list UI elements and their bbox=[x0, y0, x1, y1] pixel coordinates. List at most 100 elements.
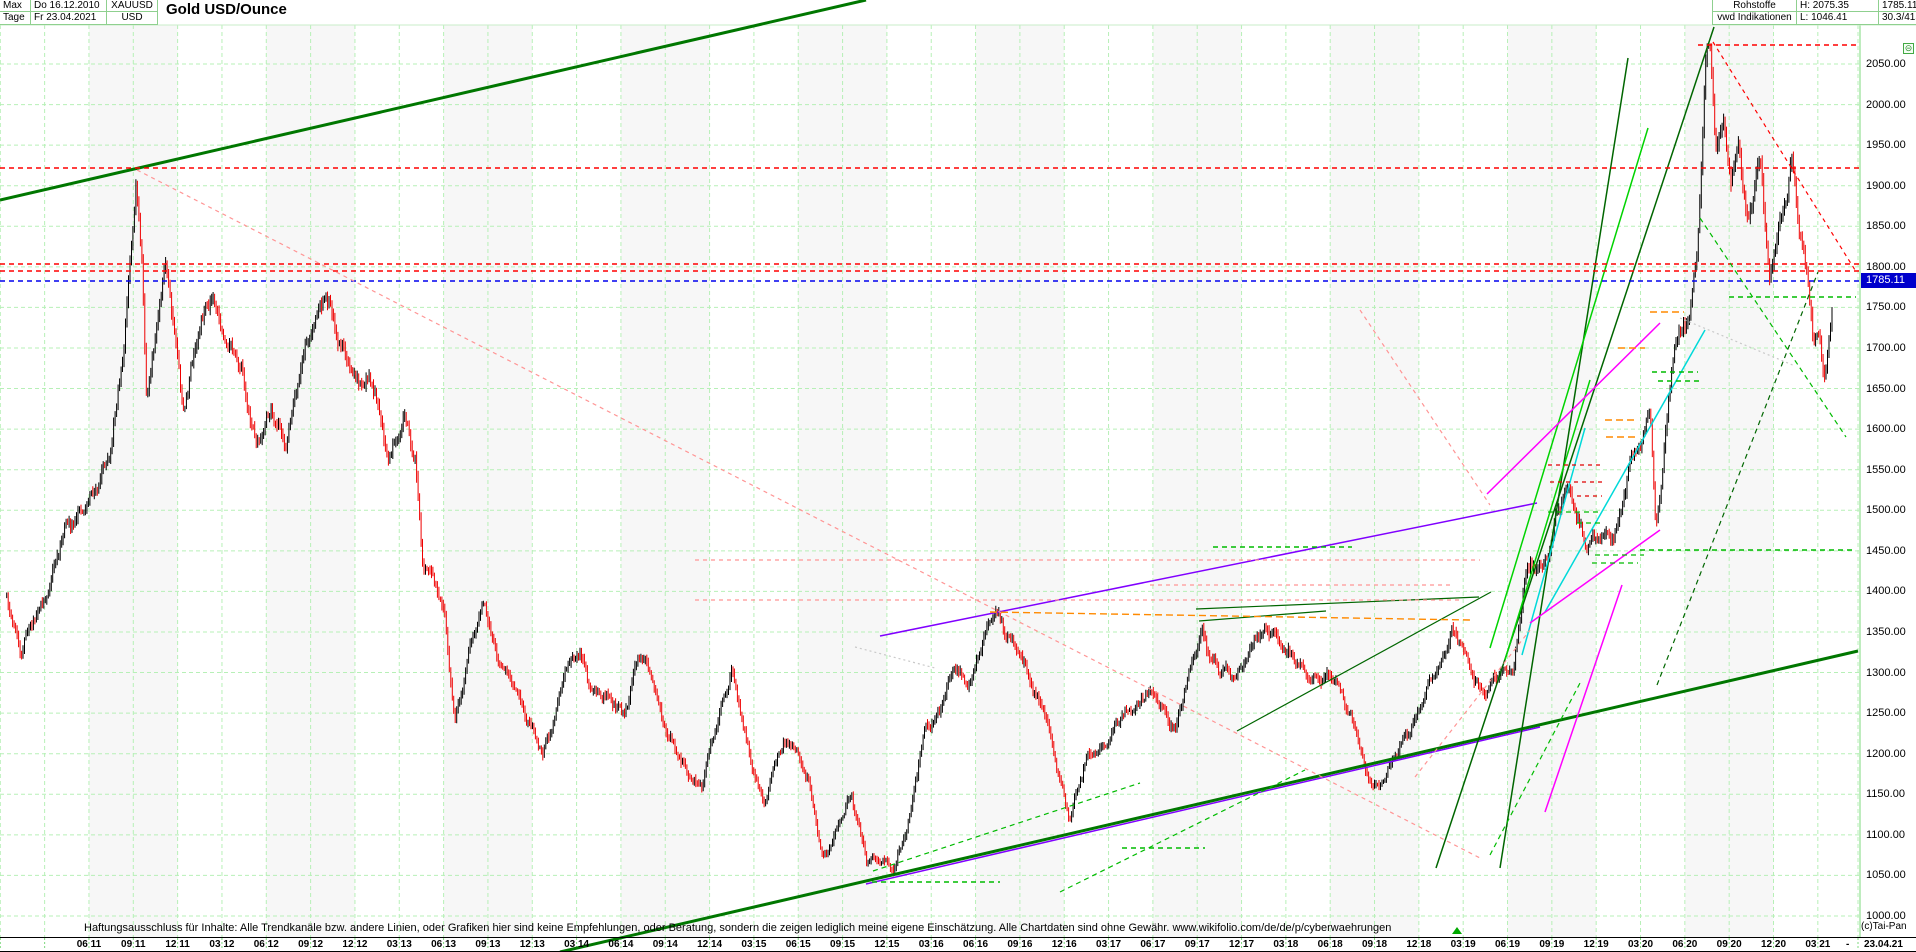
trendline-gm[interactable] bbox=[1236, 591, 1492, 732]
trendline-gm[interactable] bbox=[1195, 596, 1480, 610]
disclaimer-text: Haftungsausschluss für Inhalte: Alle Tre… bbox=[84, 922, 1392, 934]
trendline-sa[interactable] bbox=[1414, 629, 1531, 778]
x-axis-label: 12 12 bbox=[342, 939, 368, 950]
x-axis-label: 03 13 bbox=[386, 939, 412, 950]
x-axis-label: 12 15 bbox=[874, 939, 900, 950]
y-axis-label: 1100.00 bbox=[1866, 828, 1905, 841]
y-axis-label: 2000.00 bbox=[1866, 98, 1906, 111]
change-label: 30.3/415.4 bbox=[1879, 12, 1916, 25]
copyright-label: (c)Tai-Pan bbox=[1861, 921, 1907, 932]
y-axis-label: 1200.00 bbox=[1866, 747, 1906, 760]
y-axis-label: 1900.00 bbox=[1866, 179, 1906, 192]
marker-triangle-icon[interactable] bbox=[1452, 927, 1462, 934]
y-axis-label: 1350.00 bbox=[1866, 625, 1906, 638]
trendline-gm[interactable] bbox=[1435, 26, 1715, 869]
x-axis-label: 03 17 bbox=[1096, 939, 1122, 950]
y-axis-label: 1800.00 bbox=[1866, 260, 1906, 273]
x-axis-label: 06 19 bbox=[1495, 939, 1521, 950]
y-axis-label: 1050.00 bbox=[1866, 869, 1906, 882]
trendline-cy[interactable] bbox=[1521, 427, 1586, 656]
x-axis-label: 06 17 bbox=[1140, 939, 1166, 950]
y-axis-label: 1150.00 bbox=[1866, 788, 1905, 801]
x-axis-label: 12 17 bbox=[1229, 939, 1255, 950]
trendline-sa[interactable] bbox=[1359, 309, 1491, 506]
y-axis-label: 1550.00 bbox=[1866, 463, 1906, 476]
trendline-gb[interactable] bbox=[1489, 127, 1649, 649]
y-axis-label: 1600.00 bbox=[1866, 423, 1906, 436]
trendline-gd[interactable] bbox=[872, 782, 1141, 872]
y-axis-label: 1850.00 bbox=[1866, 220, 1906, 233]
collapse-icon[interactable]: ⊝ bbox=[1903, 43, 1914, 54]
x-axis-label: 09 19 bbox=[1539, 939, 1565, 950]
trendline-gm[interactable] bbox=[1499, 57, 1629, 869]
x-axis-label: 09 18 bbox=[1362, 939, 1388, 950]
category-label: Rohstoffe bbox=[1712, 0, 1797, 12]
range-dropdown-label: Max bbox=[3, 0, 22, 11]
x-axis-label: 06 18 bbox=[1317, 939, 1343, 950]
y-axis-label: 1450.00 bbox=[1866, 544, 1906, 557]
y-axis-label: 1400.00 bbox=[1866, 585, 1906, 598]
x-axis-label: 06 16 bbox=[963, 939, 989, 950]
x-axis-label: 12 16 bbox=[1051, 939, 1077, 950]
currency-label: USD bbox=[107, 12, 158, 25]
candles-down bbox=[7, 43, 1826, 877]
range-dropdown[interactable]: Max▼ bbox=[0, 0, 31, 12]
x-axis-label: 09 11 bbox=[121, 939, 146, 950]
candles-up bbox=[6, 43, 1833, 875]
y-axis-label: 2050.00 bbox=[1866, 58, 1906, 70]
trendline-gm[interactable] bbox=[1198, 610, 1327, 622]
x-axis-label: 03 14 bbox=[564, 939, 590, 950]
trendline-or[interactable] bbox=[989, 611, 1471, 621]
x-axis-label: 06 13 bbox=[431, 939, 457, 950]
y-axis-label: 1250.00 bbox=[1866, 707, 1906, 720]
x-axis-label: 09 17 bbox=[1184, 939, 1210, 950]
trendline-sv[interactable] bbox=[854, 646, 936, 669]
x-axis-label: 09 13 bbox=[475, 939, 501, 950]
trendline-sa[interactable] bbox=[136, 169, 1481, 859]
symbol-label: XAUUSD bbox=[107, 0, 158, 12]
trendline-cy[interactable] bbox=[1544, 329, 1706, 613]
y-axis-label: 1950.00 bbox=[1866, 139, 1906, 152]
axis-last-date-label: 23.04.21 bbox=[1864, 939, 1903, 950]
trendline-tg[interactable] bbox=[559, 649, 1859, 952]
x-axis-label: 03 15 bbox=[741, 939, 767, 950]
trendline-gd[interactable] bbox=[1699, 217, 1847, 438]
x-axis-label: 03 20 bbox=[1627, 939, 1654, 950]
x-axis-label: 12 20 bbox=[1760, 939, 1787, 950]
trendline-gb[interactable] bbox=[1504, 379, 1591, 661]
y-axis-label: 1650.00 bbox=[1866, 382, 1906, 395]
period-low-label: L: 1046.41 bbox=[1797, 12, 1879, 25]
x-axis-label: 12 11 bbox=[165, 939, 190, 950]
x-axis-label: 12 19 bbox=[1583, 939, 1609, 950]
x-axis-label: 12 18 bbox=[1406, 939, 1432, 950]
trendline-gm[interactable] bbox=[1656, 271, 1819, 686]
x-axis-label: 06 20 bbox=[1672, 939, 1698, 950]
current-price-tag: 1785.11 bbox=[1861, 273, 1916, 288]
date-from-field[interactable]: Do 16.12.2010 bbox=[31, 0, 107, 12]
x-axis-label: 09 16 bbox=[1007, 939, 1033, 950]
quote-source-label: vwd Indikationen bbox=[1712, 12, 1797, 25]
x-axis-label: 03 19 bbox=[1450, 939, 1476, 950]
chart-title: Gold USD/Ounce bbox=[166, 1, 287, 18]
last-price-label: 1785.11 bbox=[1879, 0, 1916, 12]
axis-dash-label: - bbox=[1846, 939, 1850, 950]
x-axis-label: 06 12 bbox=[253, 939, 279, 950]
trendline-tg[interactable] bbox=[0, 0, 867, 202]
date-to-field[interactable]: Fr 23.04.2021 bbox=[31, 12, 107, 25]
trendline-pu[interactable] bbox=[879, 502, 1538, 637]
period-dropdown-label: Tage bbox=[3, 12, 25, 23]
x-axis-label: 09 15 bbox=[830, 939, 856, 950]
trendline-mg[interactable] bbox=[1544, 584, 1623, 813]
trendline-sv[interactable] bbox=[1679, 317, 1796, 367]
y-axis-label: 1500.00 bbox=[1866, 504, 1906, 517]
trendline-mg[interactable] bbox=[1529, 529, 1661, 624]
trendline-gd[interactable] bbox=[1059, 769, 1306, 893]
x-axis-label: 06 14 bbox=[608, 939, 634, 950]
x-axis-label: 09 20 bbox=[1716, 939, 1742, 950]
x-axis-label: 03 16 bbox=[918, 939, 944, 950]
period-dropdown[interactable]: Tage▼ bbox=[0, 12, 31, 25]
trendline-pu[interactable] bbox=[865, 726, 1541, 885]
trendline-mg[interactable] bbox=[1486, 322, 1661, 495]
